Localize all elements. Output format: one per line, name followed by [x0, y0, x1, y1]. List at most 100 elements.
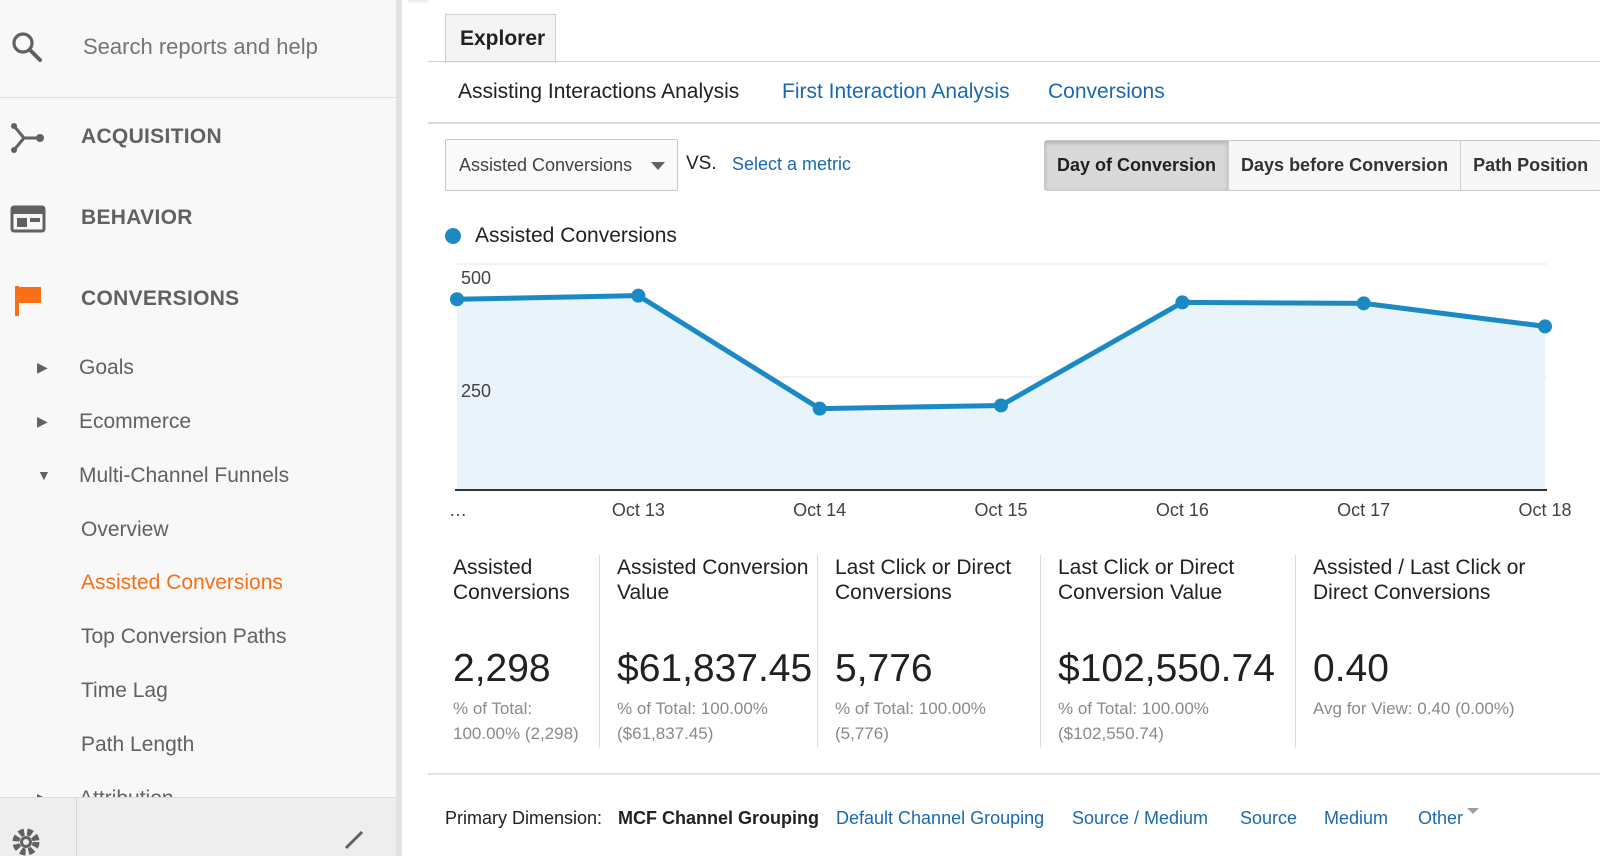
kpi-sub: % of Total: 100.00% (5,776): [835, 696, 986, 746]
search-icon: [12, 32, 42, 62]
nav-multi-channel-funnels[interactable]: ▼ Multi-Channel Funnels: [0, 455, 396, 495]
kpi-sub-line: (5,776): [835, 724, 889, 743]
data-point: [812, 401, 827, 416]
nav-conversions[interactable]: CONVERSIONS: [0, 270, 396, 330]
dimension-other[interactable]: Other: [1418, 808, 1480, 829]
kpi-assisted-last-click-ratio: Assisted / Last Click or Direct Conversi…: [1313, 555, 1553, 750]
kpi-last-click-conversion-value: Last Click or Direct Conversion Value $1…: [1058, 555, 1288, 750]
x-tick-label: …: [449, 500, 467, 520]
nav-top-conversion-paths[interactable]: Top Conversion Paths: [0, 616, 396, 656]
x-tick-label: Oct 18: [1518, 500, 1571, 520]
select-metric-link[interactable]: Select a metric: [732, 154, 852, 174]
dimension-source-medium[interactable]: Source / Medium: [1072, 808, 1209, 828]
kpi-sub-line: % of Total: 100.00%: [835, 699, 986, 718]
kpi-divider: [599, 555, 600, 748]
nav-mcf-label: Multi-Channel Funnels: [79, 464, 290, 487]
kpi-sub: % of Total: 100.00% ($61,837.45): [617, 696, 768, 746]
search-input[interactable]: Search reports and help: [83, 34, 318, 59]
path-position-button[interactable]: Path Position: [1460, 141, 1600, 190]
nav-goals-label: Goals: [79, 356, 134, 379]
sidebar: Search reports and help ACQUISITION BEHA…: [0, 0, 402, 856]
nav-path-length[interactable]: Path Length: [0, 724, 396, 764]
footer-divider: [76, 798, 77, 856]
subtab-first-interaction[interactable]: First Interaction Analysis: [782, 80, 1010, 103]
kpi-label: Assisted Conversion Value: [617, 556, 809, 604]
kpi-sub-line: ($61,837.45): [617, 724, 714, 743]
report-card: Explorer Assisting Interactions Analysis…: [428, 0, 1600, 856]
nav-path-length-label: Path Length: [81, 733, 195, 756]
main-content: Explorer Assisting Interactions Analysis…: [408, 0, 1600, 856]
gear-icon[interactable]: [8, 824, 44, 856]
caret-down-icon: ▼: [37, 467, 51, 483]
days-before-conversion-button[interactable]: Days before Conversion: [1228, 141, 1461, 190]
kpi-sub-line: % of Total: 100.00%: [617, 699, 768, 718]
dimension-source[interactable]: Source: [1240, 808, 1298, 828]
data-point: [1175, 295, 1190, 310]
dimension-medium[interactable]: Medium: [1324, 808, 1389, 828]
kpi-value: 2,298: [453, 647, 551, 690]
data-point: [1538, 319, 1552, 334]
dropdown-arrow-icon: [651, 162, 665, 170]
kpi-sub-line: Avg for View: 0.40 (0.00%): [1313, 699, 1515, 718]
dimension-other-label: Other: [1418, 808, 1464, 828]
nav-time-lag-label: Time Lag: [81, 679, 168, 702]
x-tick-label: Oct 14: [793, 500, 846, 520]
day-of-conversion-button[interactable]: Day of Conversion: [1045, 141, 1229, 190]
subtab-assisting-interactions[interactable]: Assisting Interactions Analysis: [458, 80, 740, 103]
data-point: [1356, 296, 1371, 311]
kpi-value: $102,550.74: [1058, 647, 1275, 690]
subtab-conversions[interactable]: Conversions: [1048, 80, 1165, 103]
kpi-divider: [1040, 555, 1041, 748]
nav-goals[interactable]: ▶ Goals: [0, 347, 396, 387]
data-point: [994, 398, 1008, 413]
kpi-last-click-conversions: Last Click or Direct Conversions 5,776 %…: [835, 555, 1035, 750]
kpi-sub-line: % of Total: 100.00%: [1058, 699, 1209, 718]
kpi-divider: [1295, 555, 1296, 748]
kpi-label: Assisted / Last Click or Direct Conversi…: [1313, 556, 1526, 604]
primary-dimension-label: Primary Dimension:: [445, 808, 603, 828]
nav-acquisition[interactable]: ACQUISITION: [0, 108, 396, 168]
sidebar-footer: [0, 797, 396, 856]
nav-behavior-label: BEHAVIOR: [81, 206, 193, 229]
kpi-value: 5,776: [835, 647, 933, 690]
kpi-divider: [817, 555, 818, 748]
dimension-default-channel-grouping[interactable]: Default Channel Grouping: [836, 808, 1045, 828]
nav-assisted-conversions[interactable]: Assisted Conversions: [0, 562, 396, 602]
search-bar[interactable]: Search reports and help: [0, 0, 396, 98]
subtab-divider: [428, 122, 1600, 124]
line-chart: 500 250 … Oct 13 Oct 14 Oct 15 Oct 16 Oct 17 Oct…: [449, 263, 1572, 520]
nav-ecommerce-label: Ecommerce: [79, 410, 192, 433]
kpi-label: Last Click or Direct Conversions: [835, 556, 1012, 604]
kpi-sub-line: 100.00% (2,298): [453, 724, 579, 743]
kpi-bottom-divider: [428, 773, 1600, 775]
x-tick-label: Oct 15: [974, 500, 1027, 520]
y-tick-label: 250: [461, 381, 491, 401]
x-tick-label: Oct 13: [612, 500, 665, 520]
nav-overview[interactable]: Overview: [0, 509, 396, 549]
view-toggle-group: Day of Conversion Days before Conversion…: [1044, 140, 1600, 191]
dimension-mcf-channel-grouping: MCF Channel Grouping: [618, 808, 819, 828]
caret-right-icon: ▶: [37, 413, 48, 429]
kpi-value: $61,837.45: [617, 647, 813, 690]
kpi-value: 0.40: [1313, 647, 1389, 690]
y-tick-label: 500: [461, 268, 491, 288]
metric-dropdown[interactable]: Assisted Conversions: [445, 139, 678, 191]
nav-time-lag[interactable]: Time Lag: [0, 670, 396, 710]
tab-divider: [428, 61, 1600, 62]
nav-assisted-conversions-label: Assisted Conversions: [81, 571, 283, 594]
nav-ecommerce[interactable]: ▶ Ecommerce: [0, 401, 396, 441]
metric-dropdown-value: Assisted Conversions: [459, 155, 633, 175]
area-fill: [457, 295, 1545, 490]
nav-acquisition-label: ACQUISITION: [81, 125, 222, 148]
collapse-icon[interactable]: [344, 828, 366, 850]
tab-explorer[interactable]: Explorer: [445, 14, 556, 63]
legend-label: Assisted Conversions: [475, 224, 677, 247]
x-tick-label: Oct 16: [1156, 500, 1209, 520]
kpi-assisted-conversion-value: Assisted Conversion Value $61,837.45 % o…: [617, 555, 822, 750]
nav-behavior[interactable]: BEHAVIOR: [0, 189, 396, 249]
kpi-sub-line: ($102,550.74): [1058, 724, 1164, 743]
nav-overview-label: Overview: [81, 518, 169, 541]
nav-top-conversion-paths-label: Top Conversion Paths: [81, 625, 287, 648]
kpi-label: Last Click or Direct Conversion Value: [1058, 556, 1235, 604]
kpi-assisted-conversions: Assisted Conversions 2,298 % of Total: 1…: [453, 555, 598, 750]
